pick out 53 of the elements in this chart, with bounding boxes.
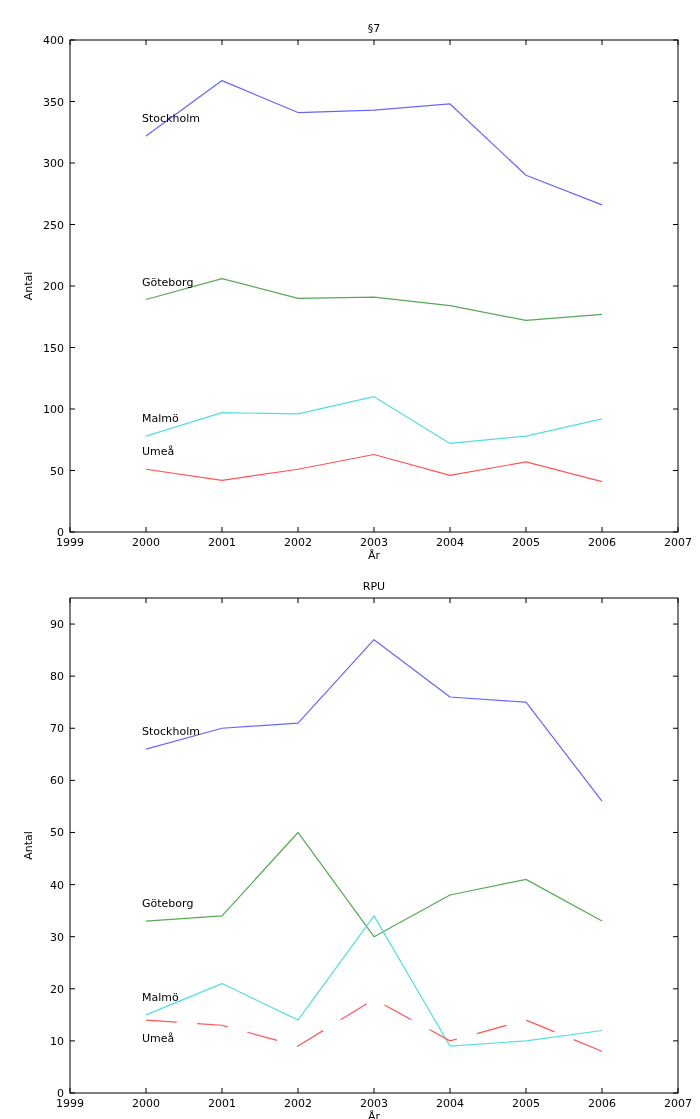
y-tick-label: 0 bbox=[57, 1087, 64, 1100]
x-tick-label: 1999 bbox=[56, 536, 84, 549]
x-tick-label: 2001 bbox=[208, 536, 236, 549]
x-tick-label: 2000 bbox=[132, 1097, 160, 1110]
x-tick-label: 2003 bbox=[360, 1097, 388, 1110]
y-tick-label: 70 bbox=[50, 722, 64, 736]
y-tick-label: 50 bbox=[50, 826, 64, 840]
y-tick-label: 0 bbox=[57, 526, 64, 539]
y-axis-title: Antal bbox=[22, 271, 35, 301]
x-tick-label: 2002 bbox=[284, 1097, 312, 1110]
y-tick-label: 100 bbox=[43, 403, 64, 416]
y-tick-label: 50 bbox=[50, 464, 64, 478]
chart-title: §7 bbox=[367, 22, 381, 35]
x-tick-label: 2004 bbox=[436, 536, 464, 549]
series-label: Umeå bbox=[142, 445, 175, 459]
y-tick-label: 40 bbox=[50, 878, 64, 892]
line-series bbox=[145, 915, 603, 1047]
series-label: Malmö bbox=[142, 412, 179, 426]
y-tick-label: 10 bbox=[50, 1034, 64, 1048]
y-tick-label: 90 bbox=[50, 618, 64, 632]
series-label: Stockholm bbox=[142, 111, 200, 125]
line-series bbox=[145, 453, 603, 483]
x-tick-label: 2004 bbox=[436, 1097, 464, 1110]
y-tick-label: 300 bbox=[43, 157, 64, 170]
x-tick-label: 2002 bbox=[284, 536, 312, 549]
line-series bbox=[145, 396, 603, 445]
y-tick-label: 250 bbox=[43, 218, 64, 232]
y-tick-label: 30 bbox=[50, 930, 64, 944]
x-tick-label: 2005 bbox=[512, 536, 540, 549]
x-tick-label: 1999 bbox=[56, 1097, 84, 1110]
x-tick-label: 2001 bbox=[208, 1097, 236, 1110]
series-label: Stockholm bbox=[142, 725, 200, 739]
series-label: Malmö bbox=[142, 990, 179, 1004]
series-label: Göteborg bbox=[142, 897, 194, 911]
y-tick-label: 350 bbox=[43, 95, 64, 109]
x-tick-label: 2006 bbox=[588, 1097, 616, 1110]
x-tick-label: 2006 bbox=[588, 536, 616, 549]
y-tick-label: 200 bbox=[43, 280, 64, 293]
series-label: Göteborg bbox=[142, 275, 194, 289]
x-tick-label: 2007 bbox=[664, 536, 692, 549]
x-tick-label: 2000 bbox=[132, 536, 160, 549]
y-tick-label: 20 bbox=[50, 982, 64, 996]
chart-title: RPU bbox=[362, 580, 386, 593]
series-label: Umeå bbox=[142, 1032, 175, 1046]
x-tick-label: 2003 bbox=[360, 536, 388, 549]
x-tick-label: 2007 bbox=[664, 1097, 692, 1110]
y-axis-title: Antal bbox=[22, 831, 35, 860]
y-tick-label: 400 bbox=[43, 34, 64, 47]
x-tick-label: 2005 bbox=[512, 1097, 540, 1110]
y-tick-label: 150 bbox=[43, 341, 64, 355]
y-tick-label: 80 bbox=[50, 670, 64, 684]
x-axis-title: År bbox=[367, 549, 381, 562]
y-tick-label: 60 bbox=[50, 774, 64, 788]
